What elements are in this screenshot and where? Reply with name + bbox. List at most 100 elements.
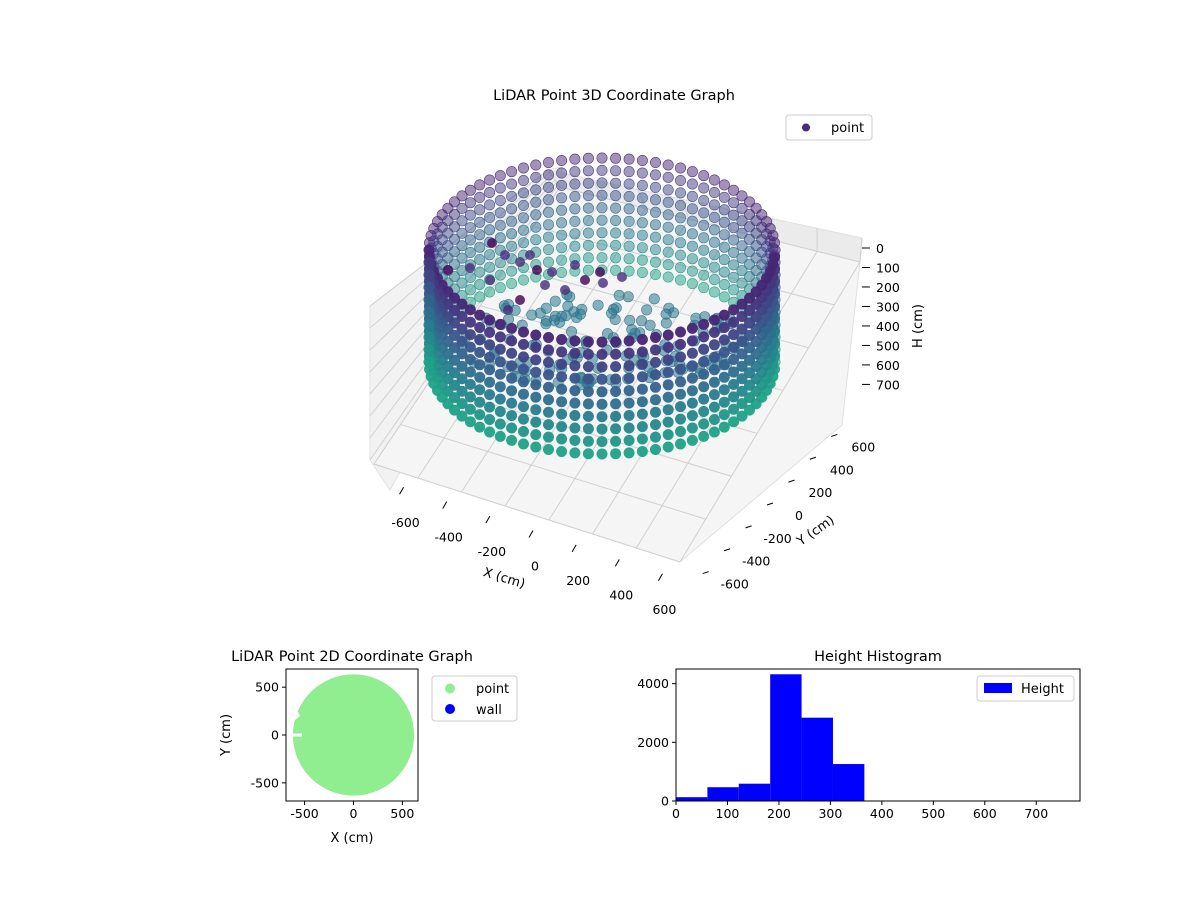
- point-marker-3d: [650, 269, 660, 279]
- point-marker-3d: [675, 262, 685, 272]
- point-marker-3d: [709, 315, 719, 325]
- point-marker-3d: [687, 204, 697, 214]
- ytick-label-3d: 0: [795, 508, 803, 523]
- point-marker-3d: [583, 253, 593, 263]
- point-marker-3d: [583, 374, 593, 384]
- point-marker-3d: [610, 253, 620, 263]
- point-marker-3d: [556, 180, 566, 190]
- point-marker-3d: [543, 432, 553, 442]
- point-marker-3d: [637, 155, 647, 165]
- point-marker-3d: [719, 335, 729, 345]
- point-marker-3d: [518, 364, 528, 374]
- point-marker-3d-ceiling: [500, 250, 510, 260]
- point-marker-3d: [424, 344, 434, 354]
- point-marker-3d: [687, 166, 697, 176]
- point-marker-3d: [597, 362, 607, 372]
- point-marker-3d: [531, 160, 541, 170]
- point-marker-3d: [728, 305, 738, 315]
- point-marker-3d: [675, 213, 685, 223]
- xtick-3d: [572, 545, 576, 552]
- point-marker-3d: [597, 424, 607, 434]
- point-marker-3d: [709, 187, 719, 197]
- xtick-label-3d: 0: [531, 559, 539, 574]
- point-marker-3d: [506, 191, 516, 201]
- point-marker-3d: [610, 386, 620, 396]
- point-marker-3d: [543, 419, 553, 429]
- point-marker-3d: [687, 266, 697, 276]
- point-marker-3d: [650, 419, 660, 429]
- point-marker-3d: [663, 442, 673, 452]
- point-marker-3d: [531, 429, 541, 439]
- point-marker-3d: [699, 170, 709, 180]
- point-marker-3d: [583, 228, 593, 238]
- point-marker-3d: [637, 267, 647, 277]
- point-marker-3d: [465, 198, 475, 208]
- point-marker-3d: [518, 414, 528, 424]
- point-marker-3d: [506, 323, 516, 333]
- point-marker-3d: [709, 287, 719, 297]
- point-marker-3d: [556, 434, 566, 444]
- point-marker-3d: [424, 320, 434, 330]
- point-marker-3d: [583, 166, 593, 176]
- point-marker-3d: [556, 347, 566, 357]
- point-marker-3d: [610, 449, 620, 459]
- point-marker-3d: [495, 170, 505, 180]
- ytick-3d: [746, 526, 752, 528]
- xtick-label-hist: 300: [818, 806, 842, 821]
- point-marker-3d: [543, 332, 553, 342]
- point-marker-3d: [593, 300, 603, 310]
- point-marker-3d: [583, 349, 593, 359]
- point-marker-3d: [675, 426, 685, 436]
- legend-point-marker: [445, 684, 455, 694]
- chart-2d: LiDAR Point 2D Coordinate Graph -500 0 500…: [219, 649, 517, 846]
- ytick-label-hist: 4000: [637, 676, 669, 691]
- point-marker-3d: [495, 220, 505, 230]
- point-marker-3d: [556, 372, 566, 382]
- ztick-label-3d: 600: [876, 358, 900, 373]
- point-marker-3d: [610, 424, 620, 434]
- ytick-3d: [767, 503, 773, 505]
- point-marker-3d: [687, 435, 697, 445]
- point-marker-3d: [663, 197, 673, 207]
- ytick-label-3d: -600: [721, 577, 749, 592]
- point-marker-3d: [518, 188, 528, 198]
- point-marker-3d: [495, 357, 505, 367]
- point-marker-3d: [506, 241, 516, 251]
- point-marker-3d: [728, 379, 738, 389]
- point-marker-3d: [699, 183, 709, 193]
- point-marker-3d: [484, 365, 494, 375]
- point-marker-3d: [709, 327, 719, 337]
- chart-hist: Height Histogram 0 100 200 300 400 500 600 7000…: [637, 649, 1080, 821]
- point-marker-3d: [597, 252, 607, 262]
- point-marker-3d: [475, 360, 485, 370]
- point-marker-3d: [624, 398, 634, 408]
- point-marker-3d: [649, 294, 659, 304]
- point-marker-3d: [687, 191, 697, 201]
- point-marker-3d: [484, 427, 494, 437]
- point-marker-3d: [663, 330, 673, 340]
- legend-height-swatch: [984, 683, 1012, 693]
- point-marker-3d: [484, 315, 494, 325]
- point-marker-3d: [465, 185, 475, 195]
- point-marker-3d: [719, 385, 729, 395]
- point-marker-3d: [475, 217, 485, 227]
- point-marker-3d: [637, 421, 647, 431]
- point-marker-3d: [475, 322, 485, 332]
- point-marker-3d: [531, 380, 541, 390]
- xtick-label-hist: 400: [870, 806, 894, 821]
- legend-height-label: Height: [1021, 682, 1064, 697]
- point-marker-3d: [675, 250, 685, 260]
- point-marker-3d: [624, 179, 634, 189]
- point-marker-3d: [719, 372, 729, 382]
- point-marker-3d-ceiling: [515, 257, 525, 267]
- histogram-bar: [802, 718, 833, 801]
- point-marker-3d: [719, 292, 729, 302]
- point-marker-3d: [518, 439, 528, 449]
- point-marker-3d: [475, 279, 485, 289]
- point-marker-3d: [610, 399, 620, 409]
- point-marker-3d-ceiling: [465, 263, 475, 273]
- point-marker-3d: [675, 225, 685, 235]
- point-marker-3d: [687, 254, 697, 264]
- xtick-3d: [400, 487, 404, 494]
- point-marker-3d-ceiling: [485, 275, 495, 285]
